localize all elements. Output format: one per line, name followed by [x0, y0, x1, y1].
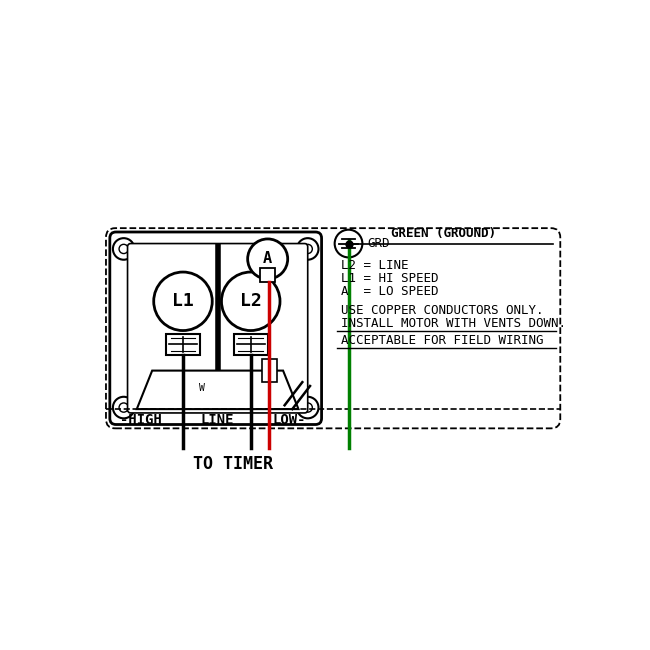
Circle shape — [153, 272, 213, 331]
Circle shape — [113, 396, 135, 419]
Bar — [234, 333, 268, 355]
Text: ACCEPTABLE FOR FIELD WIRING: ACCEPTABLE FOR FIELD WIRING — [341, 333, 543, 346]
Text: A: A — [263, 252, 272, 266]
Bar — [260, 268, 276, 282]
Text: W: W — [200, 383, 205, 393]
Circle shape — [248, 239, 288, 279]
Circle shape — [335, 229, 363, 257]
Text: L1 = HI SPEED: L1 = HI SPEED — [341, 272, 438, 285]
Text: LINE: LINE — [201, 413, 235, 427]
Text: INSTALL MOTOR WITH VENTS DOWN.: INSTALL MOTOR WITH VENTS DOWN. — [341, 317, 566, 330]
Text: A  = LO SPEED: A = LO SPEED — [341, 285, 438, 298]
Text: LOW-: LOW- — [272, 413, 306, 427]
FancyBboxPatch shape — [110, 232, 322, 424]
Text: USE COPPER CONDUCTORS ONLY.: USE COPPER CONDUCTORS ONLY. — [341, 304, 543, 317]
Circle shape — [113, 238, 135, 260]
Text: L2: L2 — [240, 292, 261, 310]
Circle shape — [297, 238, 318, 260]
Text: GRD: GRD — [367, 237, 389, 250]
Circle shape — [297, 396, 318, 419]
Circle shape — [303, 244, 313, 254]
Text: L2 = LINE: L2 = LINE — [341, 259, 408, 272]
Text: L1: L1 — [172, 292, 194, 310]
Text: -HIGH: -HIGH — [120, 413, 162, 427]
Polygon shape — [136, 370, 298, 409]
Text: GREEN (GROUND): GREEN (GROUND) — [391, 227, 496, 240]
Bar — [166, 333, 200, 355]
Text: TO TIMER: TO TIMER — [193, 455, 273, 473]
Circle shape — [119, 403, 128, 412]
FancyBboxPatch shape — [127, 244, 307, 413]
Circle shape — [303, 403, 313, 412]
Circle shape — [119, 244, 128, 254]
Circle shape — [222, 272, 280, 331]
Bar — [261, 359, 277, 382]
